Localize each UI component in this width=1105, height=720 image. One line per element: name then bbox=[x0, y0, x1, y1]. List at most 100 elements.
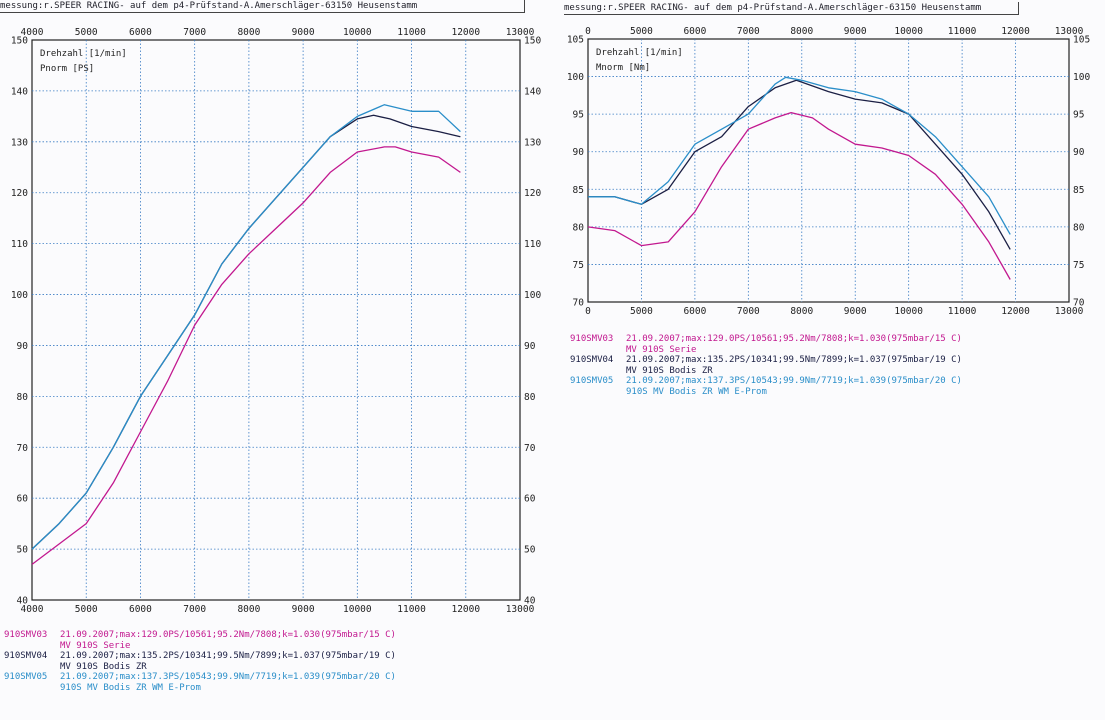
power-y-tick-label-left: 130 bbox=[11, 137, 28, 148]
power-y-tick-label-left: 100 bbox=[11, 290, 28, 301]
power-y-tick-label-right: 80 bbox=[524, 392, 536, 403]
power-x-tick-label-bottom: 11000 bbox=[397, 604, 426, 615]
power-legend-id: 910SMV03 bbox=[4, 630, 48, 640]
power-chart-legend: 910SMV03 21.09.2007;max:129.0PS/10561;95.… bbox=[4, 630, 396, 693]
torque-x-tick-label-bottom: 5000 bbox=[630, 306, 653, 317]
torque-x-tick-label-bottom: 6000 bbox=[683, 306, 706, 317]
torque-y-tick-label-left: 80 bbox=[573, 222, 585, 233]
power-x-tick-label-bottom: 7000 bbox=[183, 604, 206, 615]
power-x-tick-label-bottom: 4000 bbox=[21, 604, 44, 615]
power-x-tick-label-bottom: 12000 bbox=[451, 604, 480, 615]
torque-x-tick-label-bottom: 9000 bbox=[844, 306, 867, 317]
power-y-tick-label-right: 140 bbox=[524, 86, 541, 97]
torque-legend-id: 910SMV03 bbox=[570, 334, 614, 344]
torque-y-tick-label-right: 70 bbox=[1073, 298, 1085, 309]
torque-y-tick-label-left: 95 bbox=[573, 110, 584, 121]
power-x-tick-label-bottom: 6000 bbox=[129, 604, 152, 615]
torque-x-tick-label-top: 13000 bbox=[1055, 26, 1084, 37]
torque-y-tick-label-right: 80 bbox=[1073, 222, 1085, 233]
torque-y-tick-label-right: 105 bbox=[1073, 35, 1090, 46]
power-legend-id: 910SMV05 bbox=[4, 672, 48, 682]
torque-y-axis-label: Mnorm [Nm] bbox=[596, 63, 650, 73]
power-x-tick-label-top: 9000 bbox=[292, 27, 315, 38]
torque-legend-description: MV 910S Bodis ZR bbox=[626, 365, 713, 376]
power-x-tick-label-bottom: 5000 bbox=[75, 604, 98, 615]
power-y-tick-label-right: 110 bbox=[524, 239, 541, 250]
power-y-tick-label-right: 50 bbox=[524, 545, 536, 556]
torque-legend-details: 21.09.2007;max:129.0PS/10561;95.2Nm/7808… bbox=[626, 334, 962, 344]
power-y-tick-label-right: 100 bbox=[524, 290, 541, 301]
torque-x-tick-label-bottom: 0 bbox=[585, 306, 591, 317]
torque-y-tick-label-right: 75 bbox=[1073, 260, 1084, 271]
power-chart-sheet: messung:r.SPEER RACING- auf dem p4-Prüfs… bbox=[0, 0, 548, 720]
torque-x-axis-label: Drehzahl [1/min] bbox=[596, 48, 683, 58]
torque-y-tick-label-left: 90 bbox=[573, 147, 585, 158]
power-x-tick-label-top: 12000 bbox=[451, 27, 480, 38]
torque-x-tick-label-top: 11000 bbox=[948, 26, 977, 37]
power-x-tick-label-top: 11000 bbox=[397, 27, 426, 38]
power-y-tick-label-right: 40 bbox=[524, 596, 536, 607]
torque-legend-entry: 910SMV03 21.09.2007;max:129.0PS/10561;95.… bbox=[570, 334, 962, 345]
power-y-tick-label-left: 80 bbox=[17, 392, 29, 403]
torque-legend-description: MV 910S Serie bbox=[626, 344, 697, 355]
power-y-tick-label-left: 50 bbox=[17, 545, 29, 556]
torque-legend-details: 21.09.2007;max:135.2PS/10341;99.5Nm/7899… bbox=[626, 355, 962, 365]
torque-y-tick-label-left: 70 bbox=[573, 298, 585, 309]
torque-x-tick-label-top: 7000 bbox=[737, 26, 760, 37]
torque-x-tick-label-top: 10000 bbox=[894, 26, 923, 37]
torque-legend-entry: 910SMV05 21.09.2007;max:137.3PS/10543;99.… bbox=[570, 376, 962, 387]
power-legend-id: 910SMV04 bbox=[4, 651, 48, 661]
power-x-tick-label-bottom: 13000 bbox=[506, 604, 535, 615]
power-y-tick-label-right: 120 bbox=[524, 188, 541, 199]
torque-legend-id: 910SMV05 bbox=[570, 376, 614, 386]
torque-x-tick-label-bottom: 11000 bbox=[948, 306, 977, 317]
torque-chart-header: messung:r.SPEER RACING- auf dem p4-Prüfs… bbox=[564, 2, 1019, 15]
power-x-tick-label-top: 8000 bbox=[237, 27, 260, 38]
power-x-tick-label-top: 6000 bbox=[129, 27, 152, 38]
power-y-tick-label-left: 150 bbox=[11, 36, 28, 47]
power-series-910SMV05 bbox=[31, 104, 461, 550]
torque-x-tick-label-bottom: 10000 bbox=[894, 306, 923, 317]
torque-chart-legend: 910SMV03 21.09.2007;max:129.0PS/10561;95.… bbox=[570, 334, 962, 397]
power-legend-entry: 910SMV04 21.09.2007;max:135.2PS/10341;99.… bbox=[4, 651, 396, 662]
power-y-tick-label-right: 60 bbox=[524, 494, 536, 505]
power-x-axis-label: Drehzahl [1/min] bbox=[40, 49, 127, 59]
power-y-tick-label-right: 150 bbox=[524, 36, 541, 47]
power-y-tick-label-left: 60 bbox=[17, 494, 29, 505]
torque-x-tick-label-bottom: 13000 bbox=[1055, 306, 1084, 317]
power-y-tick-label-left: 120 bbox=[11, 188, 28, 199]
torque-chart: 0 0 5000 5000 6000 6000 7000 7000 8000 8000 9000 90… bbox=[567, 26, 1091, 317]
power-x-tick-label-top: 10000 bbox=[343, 27, 372, 38]
power-series-910SMV04 bbox=[31, 114, 461, 550]
power-y-tick-label-left: 70 bbox=[17, 443, 29, 454]
torque-x-tick-label-top: 0 bbox=[585, 26, 591, 37]
power-plot-frame bbox=[31, 39, 521, 601]
power-legend-details: 21.09.2007;max:135.2PS/10341;99.5Nm/7899… bbox=[60, 651, 396, 661]
power-legend-details: 21.09.2007;max:137.3PS/10543;99.9Nm/7719… bbox=[60, 672, 396, 682]
power-series-910SMV03 bbox=[31, 146, 461, 565]
power-y-tick-label-left: 40 bbox=[17, 596, 29, 607]
torque-x-tick-label-top: 12000 bbox=[1001, 26, 1030, 37]
power-x-tick-label-top: 4000 bbox=[21, 27, 44, 38]
power-legend-description: MV 910S Serie bbox=[60, 640, 131, 651]
torque-y-tick-label-left: 100 bbox=[567, 72, 584, 83]
torque-y-tick-label-right: 90 bbox=[1073, 147, 1085, 158]
torque-y-tick-label-right: 100 bbox=[1073, 72, 1090, 83]
torque-legend-details: 21.09.2007;max:137.3PS/10543;99.9Nm/7719… bbox=[626, 376, 962, 386]
torque-plot-frame bbox=[587, 38, 1070, 303]
torque-x-tick-label-top: 8000 bbox=[790, 26, 813, 37]
torque-legend-entry: 910SMV04 21.09.2007;max:135.2PS/10341;99.… bbox=[570, 355, 962, 366]
power-x-tick-label-top: 7000 bbox=[183, 27, 206, 38]
power-legend-description: 910S MV Bodis ZR WM E-Prom bbox=[60, 682, 201, 693]
power-y-tick-label-right: 70 bbox=[524, 443, 536, 454]
torque-x-tick-label-top: 6000 bbox=[683, 26, 706, 37]
power-y-tick-label-left: 90 bbox=[17, 341, 29, 352]
power-chart: 4000 4000 5000 5000 6000 6000 7000 7000 8000 8000… bbox=[11, 27, 542, 615]
power-legend-entry: 910SMV03 21.09.2007;max:129.0PS/10561;95.… bbox=[4, 630, 396, 641]
power-x-tick-label-bottom: 9000 bbox=[292, 604, 315, 615]
torque-y-tick-label-right: 85 bbox=[1073, 185, 1084, 196]
torque-series-910SMV04 bbox=[588, 79, 1011, 250]
torque-y-tick-label-left: 85 bbox=[573, 185, 584, 196]
power-y-axis-label: Pnorm [PS] bbox=[40, 64, 94, 74]
torque-legend-description: 910S MV Bodis ZR WM E-Prom bbox=[626, 386, 767, 397]
